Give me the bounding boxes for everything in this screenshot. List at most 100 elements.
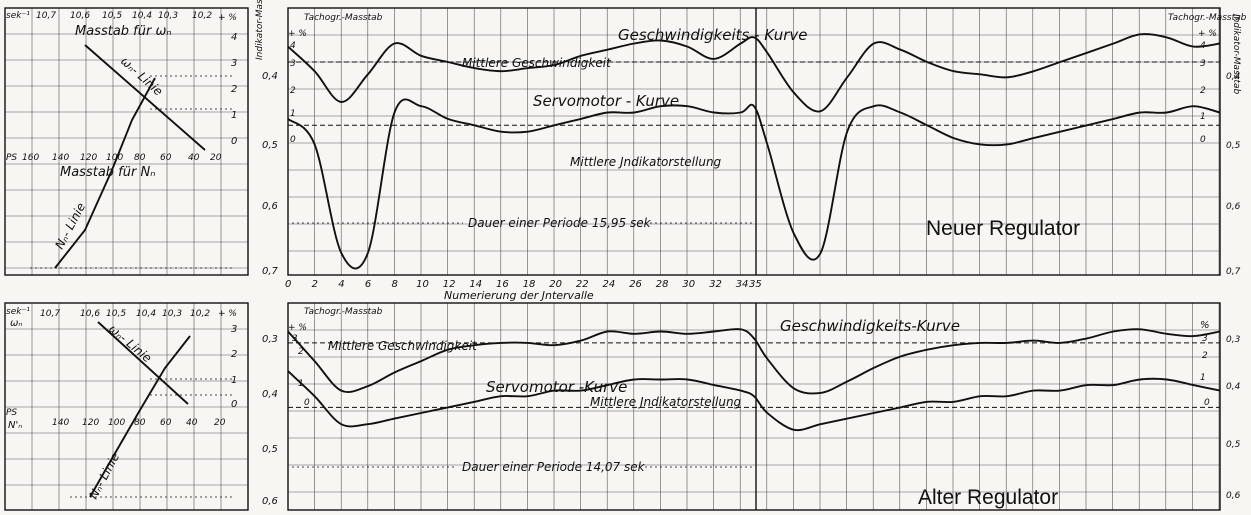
top-right-axis-label: Indikator-Masstab [1231, 14, 1241, 94]
top-servo-curve-label: Servomotor - Kurve [533, 92, 679, 110]
top-mean-indicator-label: Mittlere Jndikatorstellung [570, 155, 722, 169]
bottom-ps-tick: 20 [214, 418, 226, 428]
top-right-axis-tick: 0,6 [1226, 202, 1241, 212]
bottom-main-frame [287, 302, 1221, 511]
top-x-tick-label: 20 [549, 279, 562, 290]
bottom-speed-curve-label: Geschwindigkeits-Kurve [780, 317, 960, 335]
bottom-omega-tick: 10,3 [162, 309, 182, 319]
top-pct-tick: 3 [231, 58, 237, 69]
top-x-tick-label: 2 [312, 279, 318, 290]
top-pct-tick: 1 [231, 110, 237, 121]
curve-layer [287, 33, 1221, 432]
top-tacho-tick-left: 4 [290, 41, 296, 51]
top-main-labels: Indikator-Masstab 0,4 0,5 0,6 0,7 Tachog… [255, 0, 1247, 302]
top-x-tick-label: 24 [603, 279, 616, 290]
top-right-axis-tick: 0,4 [1226, 72, 1241, 82]
top-x-tick-label: 26 [629, 279, 642, 290]
bottom-left-axis-tick: 0,3 [262, 334, 278, 345]
top-ps-tick: 60 [160, 153, 172, 163]
top-pct-label: + % [218, 13, 237, 23]
top-x-tick-label: 16 [496, 279, 509, 290]
bottom-tacho-tick-right: 0 [1204, 398, 1210, 408]
bottom-right-axis-tick: 0,4 [1226, 382, 1241, 392]
bottom-ps-symbol: N'ₙ [8, 420, 22, 431]
bottom-omega-tick: 10,2 [190, 309, 210, 319]
top-left-axis-label: Indikator-Masstab [255, 0, 265, 60]
bottom-tacho-tick-left: 0 [304, 398, 310, 408]
top-x-tick-label: 18 [523, 279, 536, 290]
bottom-ps-tick: 60 [160, 418, 172, 428]
top-ps-tick: 140 [52, 153, 69, 163]
top-ps-tick: 80 [134, 153, 146, 163]
top-tacho-tick-left: 3 [290, 59, 296, 69]
top-omega-tick: 10,7 [36, 11, 56, 21]
top-ps-tick: 40 [188, 153, 200, 163]
bottom-ps-tick: 140 [52, 418, 69, 428]
top-left-axis-tick: 0,7 [262, 266, 279, 277]
bottom-ps-tick: 120 [82, 418, 99, 428]
top-x-tick-label: 22 [576, 279, 589, 290]
top-left-axis-tick: 0,6 [262, 201, 278, 212]
bottom-tacho-label-left: Tachogr.-Masstab [304, 307, 383, 317]
top-pct-tick: 0 [231, 136, 237, 147]
bottom-tacho-tick-right: 3 [1202, 334, 1208, 344]
top-omega-tick: 10,4 [132, 11, 152, 21]
top-omega-unit: sek⁻¹ [6, 11, 30, 21]
top-pct-tick: 2 [231, 84, 237, 95]
top-left-axis-tick: 0,5 [262, 140, 278, 151]
bottom-omega-tick: 10,5 [106, 309, 126, 319]
top-pct-tick: 4 [231, 32, 237, 43]
top-x-tick-label: 0 [285, 279, 291, 290]
top-right-axis-tick: 0,7 [1226, 267, 1241, 277]
top-mean-speed-label: Mittlere Geschwindigkeit [462, 56, 612, 70]
bottom-right-axis-tick: 0,6 [1226, 491, 1241, 501]
bottom-omega-tick: 10,6 [80, 309, 100, 319]
bottom-left-axis-tick: 0,6 [262, 496, 278, 507]
top-ps-tick: 20 [210, 153, 222, 163]
bottom-pct-tick: 3 [231, 324, 237, 335]
top-x-tick-label: 30 [682, 279, 695, 290]
bottom-tacho-tick-left: 3 [292, 334, 298, 344]
bottom-tacho-pct-left: + % [288, 323, 307, 333]
top-tacho-label-right: Tachogr.-Masstab [1168, 13, 1247, 23]
bottom-ps-tick: 80 [134, 418, 146, 428]
bottom-main-labels: 0,3 0,4 0,5 0,6 Tachogr.-Masstab + % 3 2… [262, 307, 1241, 509]
top-speed-curve-label: Geschwindigkeits - Kurve [618, 26, 808, 44]
top-ps-tick: 120 [80, 153, 97, 163]
top-n-line [54, 77, 156, 269]
top-x-tick-label: 8 [392, 279, 398, 290]
top-x-tick-group: 0 2 4 6 8 10 12 14 16 18 20 22 24 26 28 30 32 34 35 [285, 279, 762, 290]
bottom-left-axis-tick: 0,5 [262, 444, 278, 455]
top-tacho-tick-left: 1 [290, 109, 296, 119]
top-omega-scale-label: Masstab für ωₙ [75, 24, 172, 39]
top-left-frame [4, 7, 249, 276]
bottom-pct-label: + % [218, 309, 237, 319]
top-x-tick-label: 32 [709, 279, 722, 290]
bottom-omega-tick: 10,4 [136, 309, 156, 319]
top-tacho-tick-right: 4 [1200, 41, 1206, 51]
top-x-tick-label: 12 [443, 279, 456, 290]
bottom-tacho-tick-right: 1 [1200, 373, 1206, 383]
top-right-axis-tick: 0,5 [1226, 141, 1241, 151]
top-tacho-pct-left: + % [288, 29, 307, 39]
top-tacho-label-left: Tachogr.-Masstab [304, 13, 383, 23]
top-x-tick-label: 34 [736, 279, 749, 290]
top-servo-curve [287, 98, 1221, 270]
top-tacho-tick-left: 2 [290, 86, 296, 96]
top-tacho-tick-right: 1 [1200, 112, 1206, 122]
bottom-period-label: Dauer einer Periode 14,07 sek [462, 460, 646, 474]
top-tacho-tick-right: 2 [1200, 86, 1206, 96]
top-omega-tick: 10,2 [192, 11, 212, 21]
top-omega-tick: 10,6 [70, 11, 90, 21]
frame-layer [4, 7, 1221, 511]
bottom-tacho-tick-left: 2 [298, 347, 304, 357]
bottom-pct-tick: 0 [231, 399, 237, 410]
bottom-right-axis-tick: 0,3 [1226, 335, 1241, 345]
top-x-tick-label: 4 [338, 279, 344, 290]
top-x-tick-label: 28 [656, 279, 669, 290]
bottom-right-pct: % [1200, 320, 1210, 331]
bottom-pct-tick: 1 [231, 375, 237, 386]
bottom-tacho-tick-left: 1 [298, 379, 304, 389]
top-main-frame [287, 7, 1221, 276]
